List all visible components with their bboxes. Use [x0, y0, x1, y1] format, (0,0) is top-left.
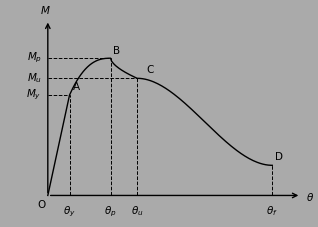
Text: $\theta$: $\theta$ [306, 191, 314, 203]
Text: $M_p$: $M_p$ [27, 51, 42, 65]
Text: A: A [73, 82, 80, 92]
Text: $M_u$: $M_u$ [27, 72, 42, 85]
Text: B: B [113, 46, 120, 56]
Text: $M$: $M$ [40, 4, 51, 16]
Text: C: C [147, 65, 154, 75]
Text: $\theta_y$: $\theta_y$ [63, 205, 76, 219]
Text: O: O [38, 200, 46, 210]
Text: $\theta_p$: $\theta_p$ [104, 205, 117, 219]
Text: $\theta_f$: $\theta_f$ [266, 205, 278, 218]
Text: $M_y$: $M_y$ [26, 88, 42, 102]
Text: $\theta_u$: $\theta_u$ [131, 205, 143, 218]
Text: D: D [275, 152, 283, 162]
